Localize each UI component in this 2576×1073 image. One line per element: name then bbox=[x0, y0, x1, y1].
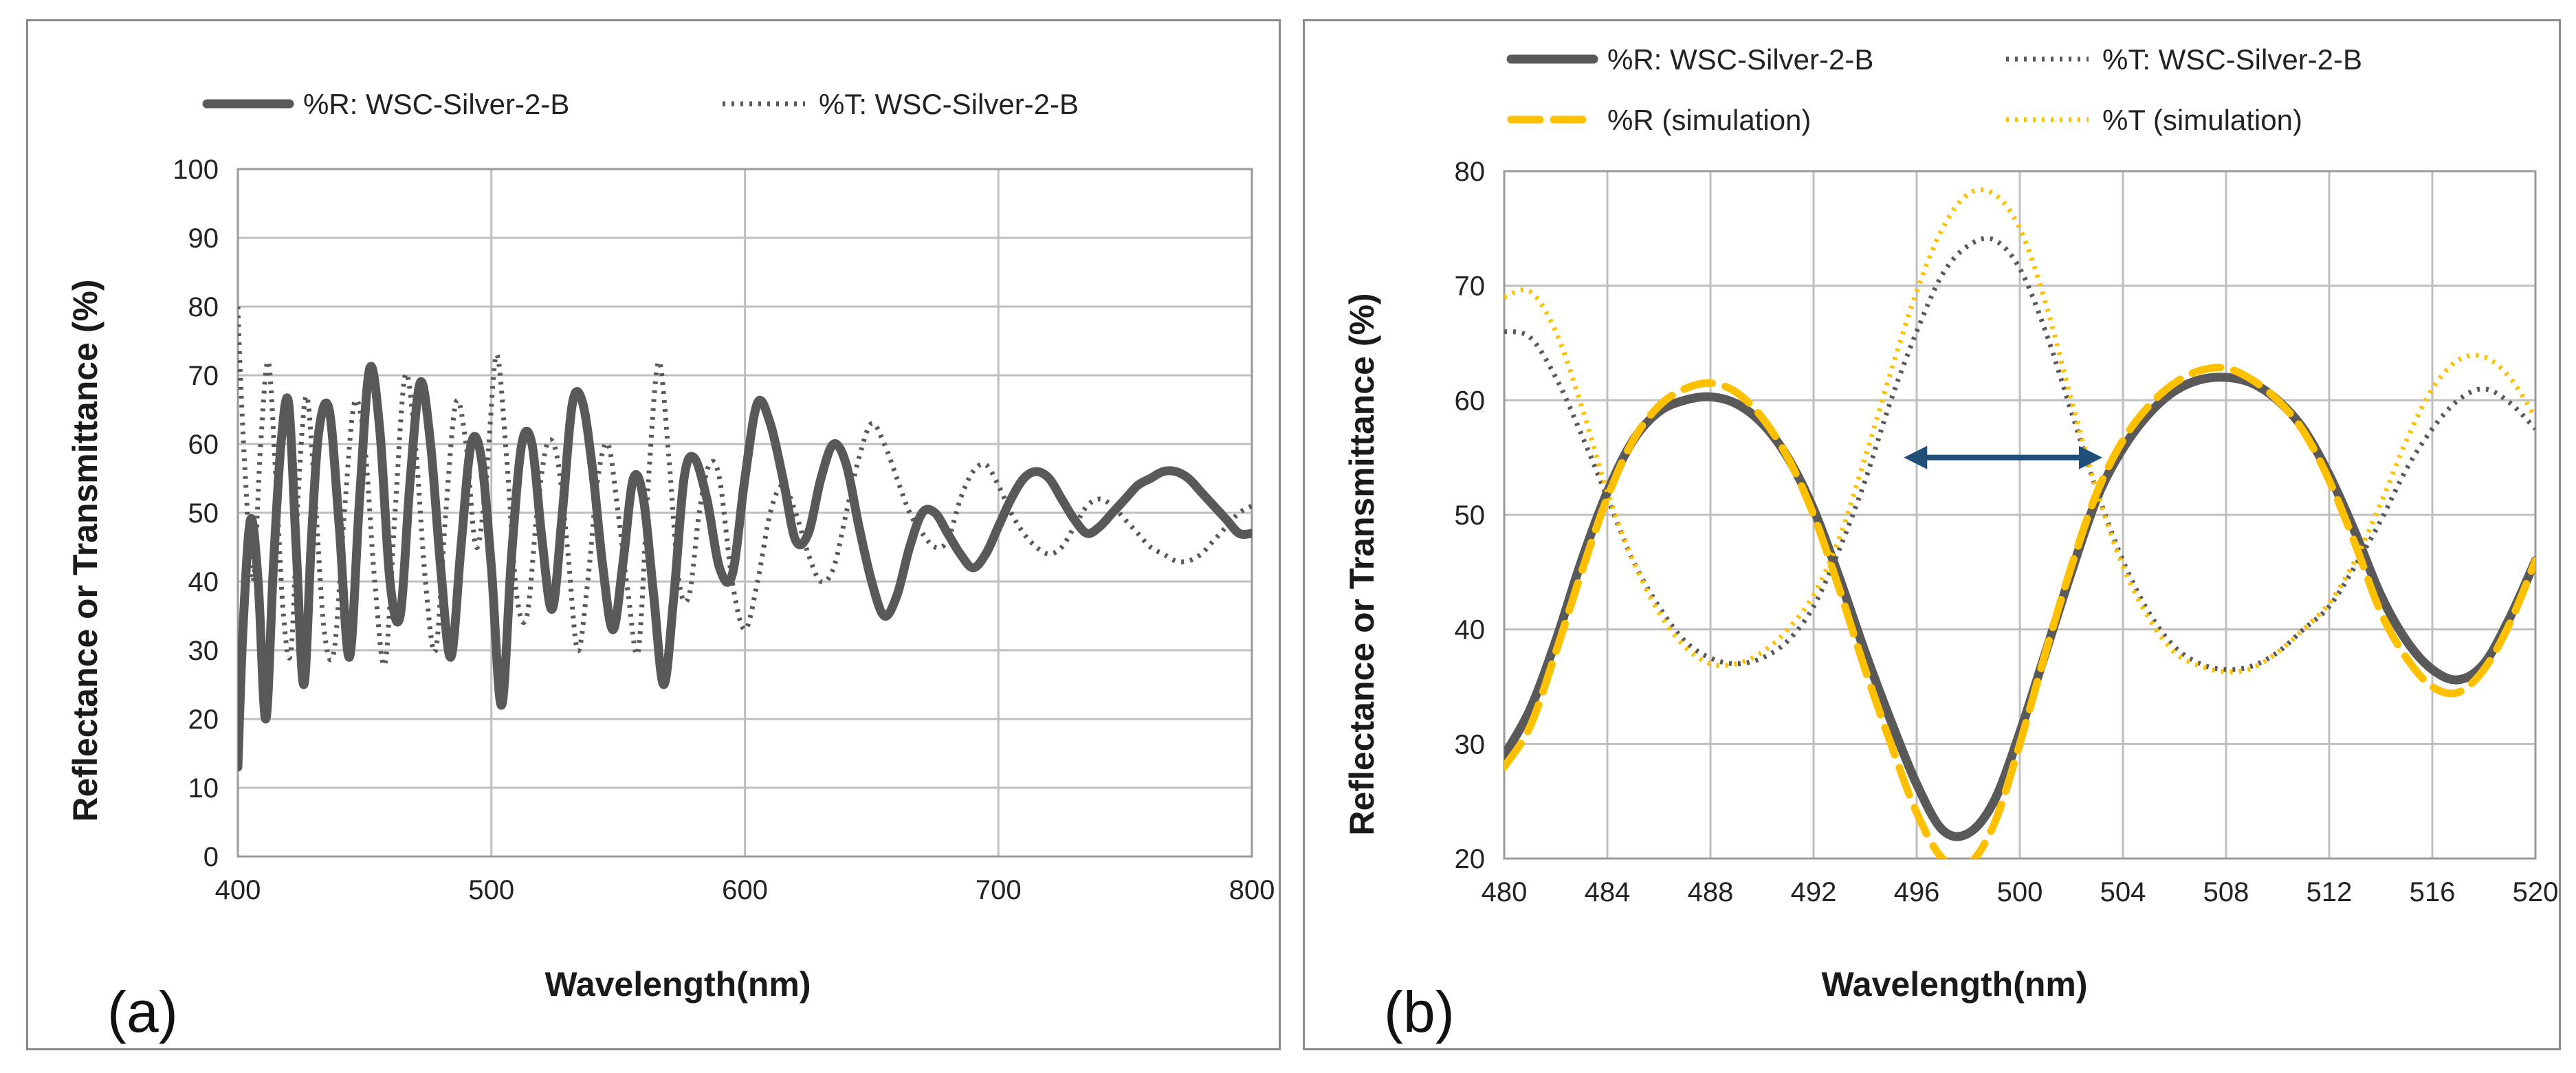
chart-b-x-axis-title: Wavelength(nm) bbox=[1821, 965, 2087, 1004]
b-x-tick-label: 500 bbox=[1997, 877, 2043, 907]
chart-a-series bbox=[238, 306, 1252, 772]
b-series-line-3 bbox=[1504, 364, 2535, 859]
chart-panel-a: 400 500 600 700 800 0 10 20 30 40 50 60 70 80 90 100 %R… bbox=[26, 19, 1281, 1050]
a-y-tick-label: 70 bbox=[188, 361, 219, 391]
b-double-arrow-right-head bbox=[2079, 445, 2102, 469]
b-y-tick-label: 60 bbox=[1455, 386, 1486, 416]
b-y-tick-label: 30 bbox=[1455, 729, 1486, 760]
b-series-line-4 bbox=[1504, 187, 2535, 674]
a-y-tick-label: 50 bbox=[188, 498, 219, 529]
a-x-tick-label: 700 bbox=[976, 875, 1022, 905]
b-y-tick-label: 50 bbox=[1455, 500, 1486, 531]
chart-b-series bbox=[1504, 187, 2535, 859]
a-y-tick-label: 60 bbox=[188, 430, 219, 460]
b-y-tick-label: 40 bbox=[1455, 615, 1486, 645]
chart-b-grid bbox=[1503, 170, 2537, 860]
chart-a-y-axis-title: Reflectance or Transmittance (%) bbox=[66, 279, 104, 821]
chart-panel-b: 480 484 488 492 496 500 504 508 512 516 520 20 30 40 5… bbox=[1303, 19, 2561, 1050]
chart-b-legend: %R: WSC-Silver-2-B %T: WSC-Silver-2-B %R (… bbox=[1506, 43, 2362, 136]
a-series-line-1 bbox=[238, 362, 1252, 772]
a-x-tick-label: 600 bbox=[722, 875, 768, 905]
chart-b-svg: 480 484 488 492 496 500 504 508 512 516 520 20 30 40 5… bbox=[1343, 43, 2559, 1044]
chart-b-panel-label: (b) bbox=[1384, 980, 1455, 1044]
a-y-tick-label: 30 bbox=[188, 636, 219, 666]
b-legend-label-3: %R (simulation) bbox=[1607, 104, 1811, 136]
b-x-tick-label: 504 bbox=[2100, 877, 2146, 907]
a-y-tick-label: 40 bbox=[188, 567, 219, 597]
a-x-tick-label: 500 bbox=[468, 875, 514, 905]
chart-b-y-axis-title: Reflectance or Transmittance (%) bbox=[1343, 293, 1381, 835]
b-x-tick-label: 520 bbox=[2513, 877, 2559, 907]
b-y-tick-label: 70 bbox=[1455, 272, 1486, 302]
chart-a-legend: %R: WSC-Silver-2-B %T: WSC-Silver-2-B bbox=[202, 88, 1079, 120]
b-x-tick-label: 512 bbox=[2307, 877, 2353, 907]
b-series-line-1 bbox=[1504, 373, 2535, 841]
b-double-arrow-left-head bbox=[1904, 445, 1928, 469]
b-x-tick-label: 484 bbox=[1585, 877, 1631, 907]
a-legend-label-1: %R: WSC-Silver-2-B bbox=[303, 88, 569, 120]
b-x-tick-label: 492 bbox=[1791, 877, 1837, 907]
chart-a-x-axis-title: Wavelength(nm) bbox=[544, 965, 811, 1004]
b-x-tick-label: 496 bbox=[1894, 877, 1940, 907]
a-plot-area bbox=[236, 168, 1253, 858]
chart-b-annotation bbox=[1904, 445, 2102, 469]
chart-a-svg: 400 500 600 700 800 0 10 20 30 40 50 60 70 80 90 100 %R… bbox=[66, 88, 1275, 1044]
b-y-tick-label: 80 bbox=[1455, 157, 1486, 187]
b-x-tick-label: 488 bbox=[1688, 877, 1734, 907]
b-x-tick-label: 480 bbox=[1482, 877, 1528, 907]
a-legend-label-2: %T: WSC-Silver-2-B bbox=[819, 88, 1079, 120]
a-y-tick-label: 20 bbox=[188, 705, 219, 735]
a-y-tick-label: 80 bbox=[188, 292, 219, 322]
b-legend-label-4: %T (simulation) bbox=[2102, 104, 2302, 136]
a-x-tick-label: 800 bbox=[1229, 875, 1275, 905]
chart-a-panel-label: (a) bbox=[107, 980, 178, 1044]
b-x-tick-label: 508 bbox=[2203, 877, 2249, 907]
chart-a-axes: 400 500 600 700 800 0 10 20 30 40 50 60 70 80 90 100 bbox=[173, 155, 1275, 905]
a-y-tick-label: 100 bbox=[173, 155, 219, 185]
a-y-tick-label: 0 bbox=[203, 842, 219, 872]
b-legend-label-2: %T: WSC-Silver-2-B bbox=[2102, 43, 2362, 76]
a-y-tick-label: 10 bbox=[188, 773, 219, 804]
b-x-tick-label: 516 bbox=[2410, 877, 2456, 907]
b-legend-label-1: %R: WSC-Silver-2-B bbox=[1607, 43, 1873, 76]
a-y-tick-label: 90 bbox=[188, 223, 219, 254]
a-series-line-2 bbox=[238, 306, 1252, 668]
b-plot-area bbox=[1503, 170, 2537, 860]
b-y-tick-label: 20 bbox=[1455, 844, 1486, 874]
chart-b-axes: 480 484 488 492 496 500 504 508 512 516 520 20 30 40 5… bbox=[1455, 157, 2559, 907]
a-x-tick-label: 400 bbox=[215, 875, 261, 905]
